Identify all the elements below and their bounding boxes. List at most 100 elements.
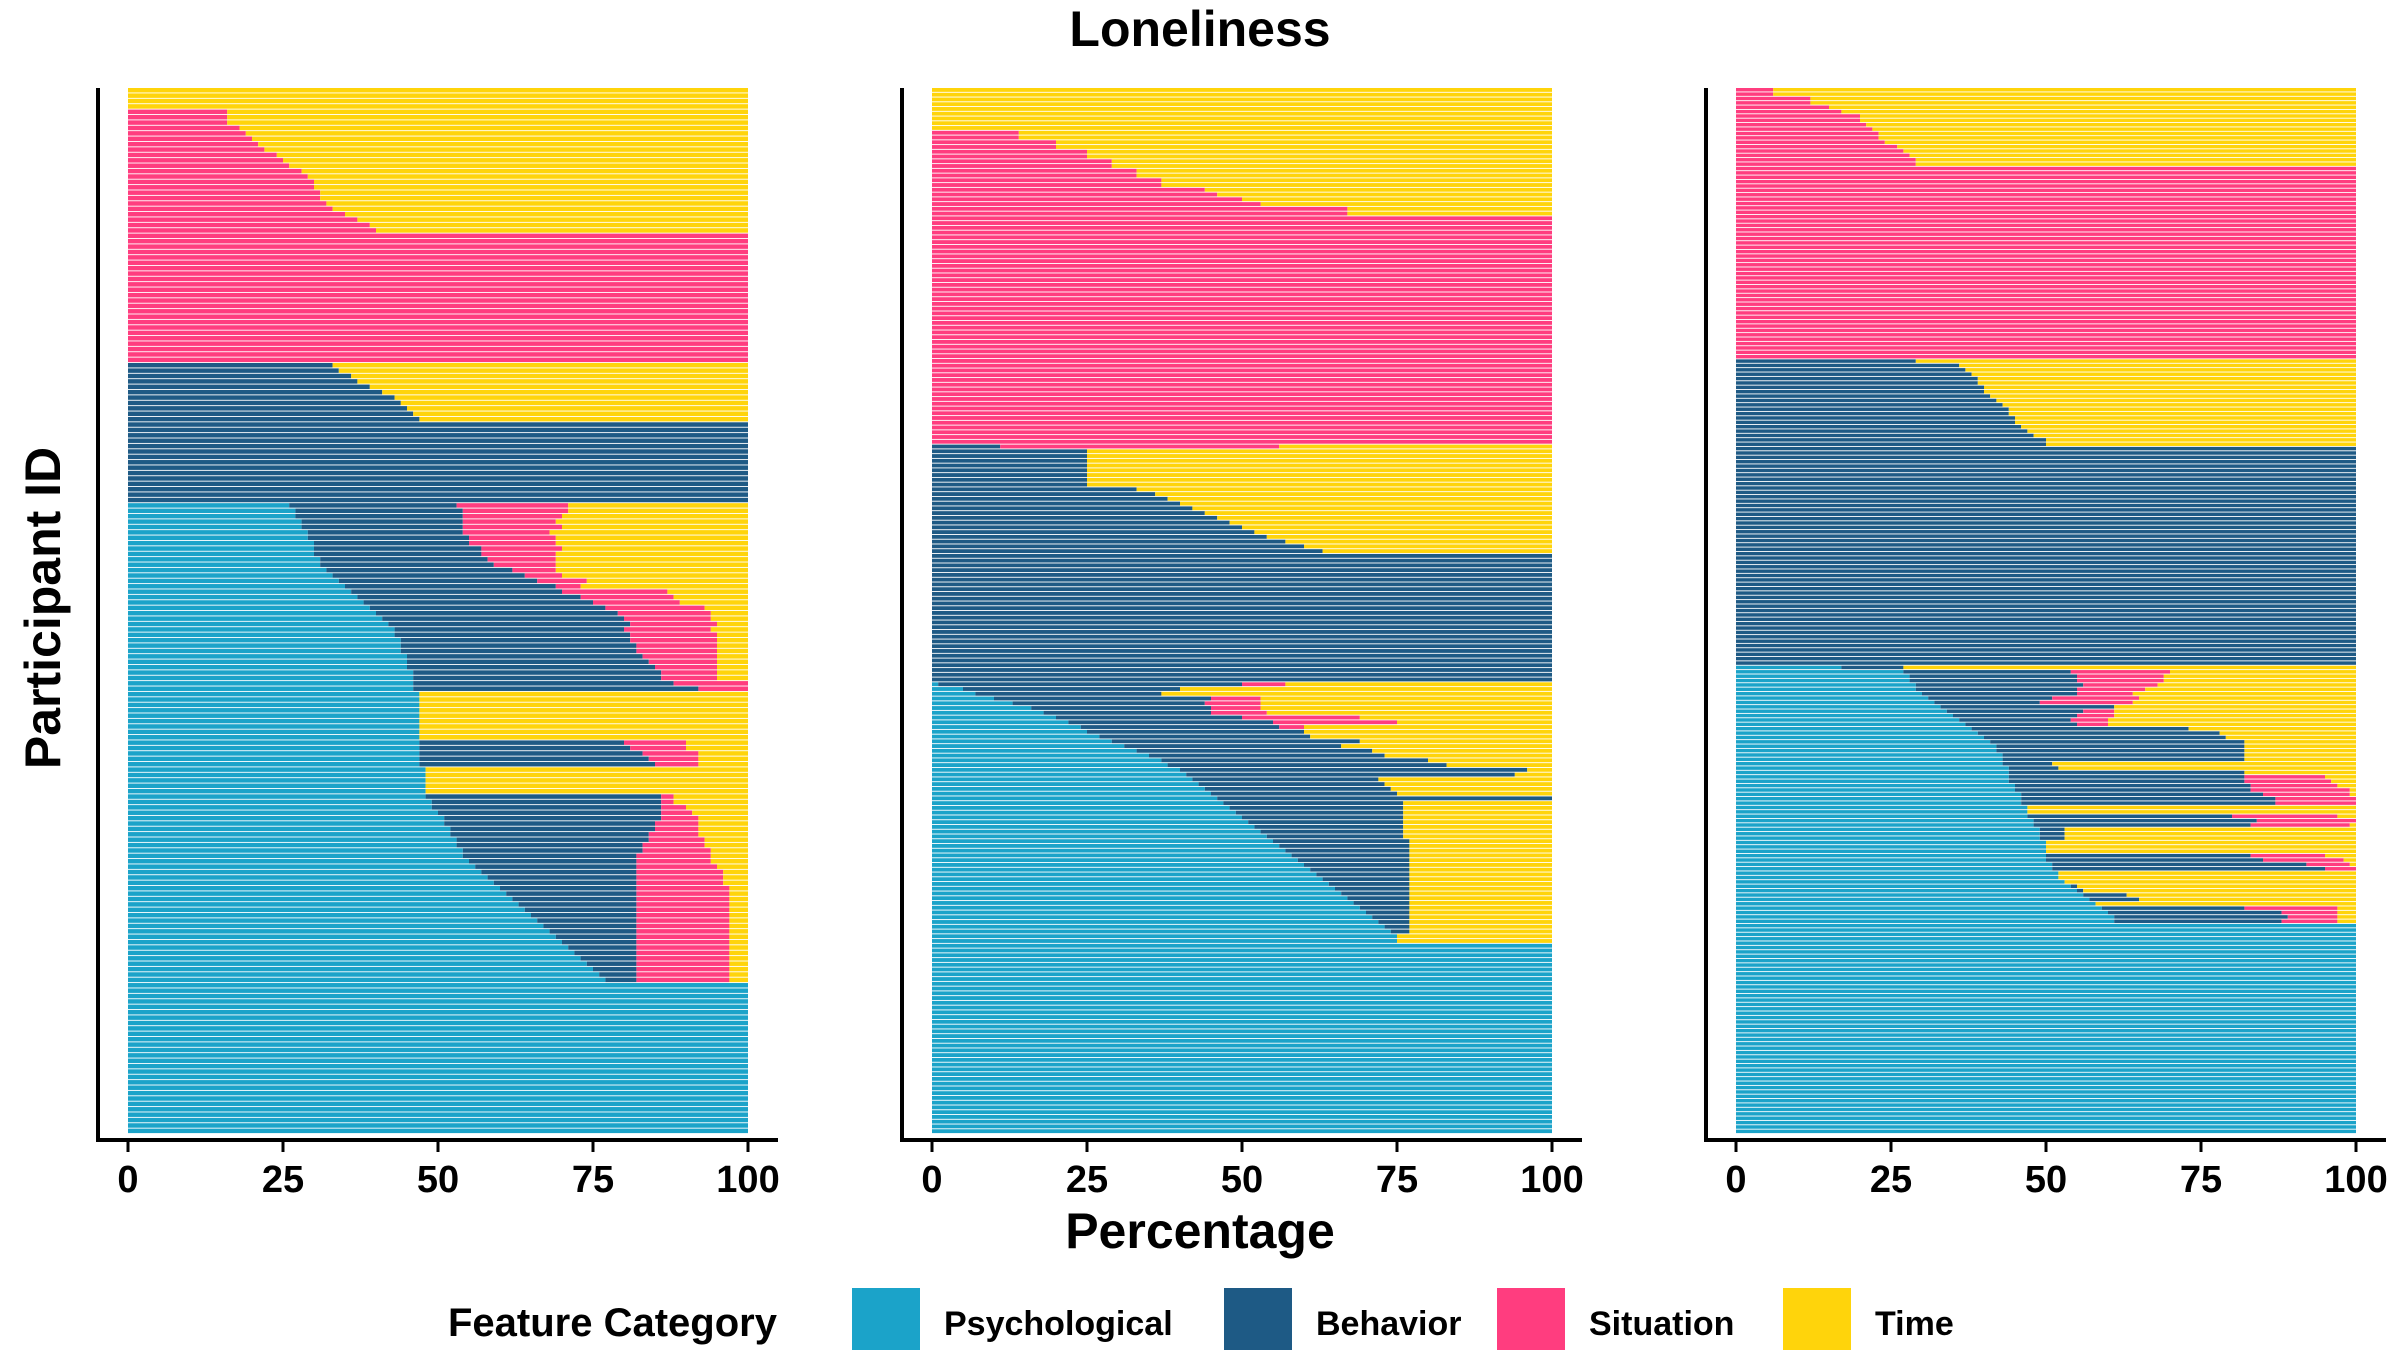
bar-segment-situation [661, 810, 693, 815]
bar-segment-situation [128, 303, 748, 309]
bar-segment-behavior [932, 501, 1180, 506]
bar-segment-time [932, 92, 1552, 97]
bar-segment-behavior [450, 826, 655, 832]
bar-segment-behavior [128, 379, 358, 384]
bar-segment-time [2244, 744, 2356, 748]
bar-segment-behavior [1736, 473, 2356, 477]
bar-segment-psychological [1736, 735, 1984, 740]
bar-segment-behavior [1099, 734, 1311, 739]
bar-segment-situation [932, 183, 1162, 187]
bar-segment-behavior [932, 591, 1552, 596]
bar-segment-behavior [593, 966, 637, 972]
bar-segment-time [932, 126, 1552, 130]
bar-segment-situation [636, 859, 711, 864]
bar-segment-time [717, 632, 748, 638]
bar-segment-time [562, 513, 748, 519]
bar-segment-behavior [932, 506, 1193, 511]
bar-segment-situation [636, 929, 730, 934]
bar-segment-situation [1736, 232, 2356, 236]
bar-segment-psychological [128, 961, 587, 966]
bar-segment-time [1403, 815, 1552, 820]
bar-segment-psychological [128, 950, 575, 956]
bar-segment-behavior [2114, 919, 2282, 924]
bar-segment-psychological [128, 637, 401, 643]
bar-segment-psychological [1736, 801, 2022, 805]
bar-segment-psychological [932, 929, 1391, 934]
bar-segment-psychological [1736, 1098, 2356, 1103]
bar-segment-situation [932, 216, 1552, 221]
bar-segment-behavior [128, 476, 748, 481]
bar-segment-behavior [1285, 848, 1410, 853]
bar-segment-psychological [1736, 810, 2028, 814]
bar-segment-time [710, 853, 748, 859]
bar-segment-time [717, 648, 748, 654]
bar-segment-situation [932, 178, 1162, 183]
bar-segment-situation [932, 145, 1056, 149]
bar-segment-psychological [1736, 998, 2356, 1002]
bar-segment-behavior [932, 620, 1552, 625]
bar-segment-behavior [314, 540, 469, 546]
bar-segment-time [332, 362, 748, 368]
bar-segment-psychological [1736, 731, 1978, 735]
bar-segment-situation [932, 363, 1552, 368]
bar-segment-time [1161, 178, 1552, 183]
bar-segment-psychological [1736, 941, 2356, 945]
bar-segment-psychological [1736, 792, 2022, 797]
bar-segment-behavior [1736, 591, 2356, 595]
bar-segment-behavior [462, 853, 637, 859]
bar-segment-psychological [128, 578, 339, 584]
bar-segment-time [1285, 682, 1552, 687]
bar-segment-psychological [1736, 1059, 2356, 1064]
bar-segment-psychological [932, 1072, 1552, 1077]
bar-segment-situation [636, 977, 730, 983]
bar-segment-time [357, 217, 748, 222]
bar-segment-time [2325, 853, 2356, 858]
bar-segment-situation [932, 430, 1552, 435]
bar-segment-behavior [407, 664, 655, 670]
bar-segment-time [673, 799, 748, 805]
bar-segment-situation [1736, 118, 1860, 123]
bar-segment-time [729, 918, 748, 923]
bar-segment-time [568, 508, 748, 514]
bar-segment-time [376, 228, 748, 233]
bar-segment-behavior [326, 567, 513, 573]
bar-segment-time [419, 708, 748, 713]
bar-segment-time [1409, 896, 1552, 901]
bar-segment-time [382, 389, 748, 395]
bar-segment-time [258, 141, 748, 147]
bar-segment-behavior [932, 515, 1218, 520]
bar-segment-psychological [1736, 718, 1960, 722]
bar-segment-situation [630, 637, 717, 643]
bar-segment-behavior [1736, 595, 2356, 600]
bar-segment-behavior [1223, 801, 1404, 806]
x-tick-label: 0 [117, 1159, 138, 1201]
bar-segment-behavior [1736, 359, 1916, 363]
bar-segment-behavior [1372, 915, 1410, 920]
bar-segment-situation [636, 939, 730, 945]
bar-segment-behavior [932, 525, 1242, 530]
bar-segment-time [723, 869, 748, 875]
bar-segment-time [2095, 902, 2356, 906]
bar-segment-situation [1736, 105, 1829, 109]
bar-segment-time [710, 859, 748, 864]
bar-segment-time [667, 589, 748, 594]
bar-segment-time [2337, 915, 2356, 919]
bar-segment-situation [1242, 682, 1286, 687]
bar-segment-time [932, 116, 1552, 121]
bar-segment-situation [1736, 114, 1860, 118]
bar-segment-situation [1736, 284, 2356, 289]
bar-segment-behavior [128, 460, 748, 465]
bar-segment-situation [932, 335, 1552, 340]
bar-segment-behavior [307, 535, 469, 541]
bar-segment-psychological [932, 977, 1552, 981]
bar-segment-psychological [128, 778, 426, 783]
bar-segment-time [1409, 910, 1552, 915]
bar-segment-behavior [394, 632, 631, 638]
bar-segment-time [413, 411, 748, 416]
bar-segment-time [1409, 886, 1552, 891]
bar-segment-situation [1736, 197, 2356, 201]
bar-segment-situation [128, 109, 228, 115]
bar-segment-psychological [128, 815, 445, 821]
bar-segment-psychological [1736, 919, 2115, 924]
x-tick-label: 100 [2324, 1159, 2387, 1201]
